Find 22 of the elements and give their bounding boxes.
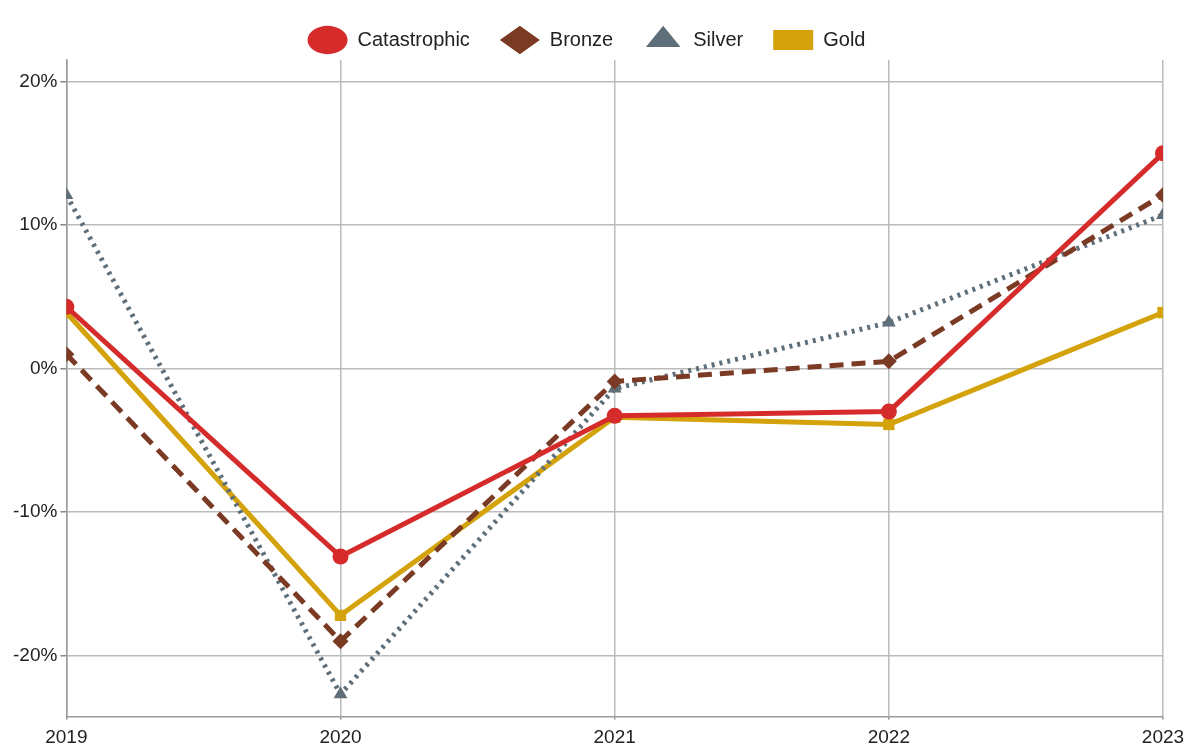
legend-label: Bronze [549, 27, 614, 50]
point [606, 373, 623, 390]
point [881, 314, 896, 327]
legend-label: Catastrophic [357, 27, 470, 50]
x-tick-label: 2019 [45, 725, 88, 747]
point [333, 686, 348, 699]
point [332, 548, 349, 565]
y-tick-label: -20% [13, 643, 58, 665]
y-tick-label: 10% [19, 213, 58, 235]
y-tick-label: -10% [13, 500, 58, 522]
y-tick-label: 0% [29, 356, 58, 378]
legend-label: Silver [693, 27, 744, 50]
point [880, 353, 897, 370]
point [880, 403, 897, 420]
x-tick-label: 2022 [867, 725, 910, 747]
x-tick-label: 2023 [1141, 725, 1185, 747]
x-tick-label: 2021 [593, 725, 636, 747]
point [606, 407, 623, 424]
x-tick-label: 2020 [319, 725, 362, 747]
legend-label: Gold [823, 27, 866, 50]
point [332, 633, 349, 650]
y-tick-label: 20% [19, 69, 58, 91]
